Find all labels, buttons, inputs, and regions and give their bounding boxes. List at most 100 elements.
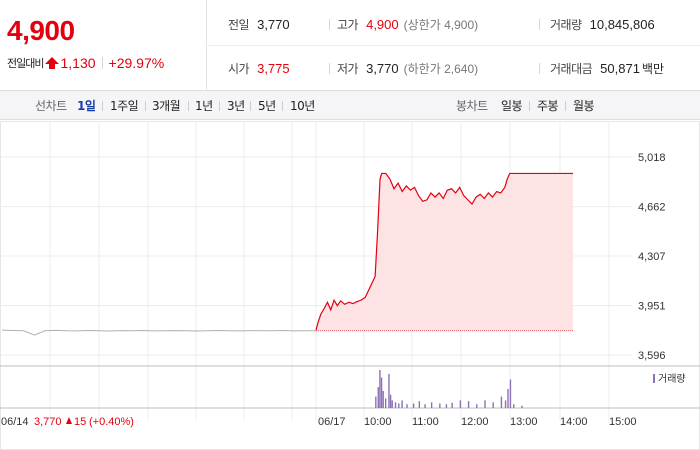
prev-day-up-icon [66, 417, 72, 424]
tab-weekly-candle[interactable]: 주봉 [537, 99, 559, 113]
current-price: 4,900 [7, 15, 75, 46]
stat-value: 3,775 [257, 60, 290, 76]
volume-bar [391, 400, 393, 408]
volume-bar [398, 403, 400, 408]
y-tick-label: 4,662 [638, 202, 666, 214]
divider [102, 101, 103, 111]
volume-bar [500, 396, 503, 408]
stat-value: 50,871 [600, 60, 640, 76]
divider [329, 63, 330, 74]
stat-label: 거래량 [550, 17, 582, 32]
divider [101, 57, 103, 69]
volume-bar [467, 401, 470, 408]
x-tick-label: 11:00 [412, 416, 439, 428]
volume-bar [401, 400, 403, 408]
volume-legend-label: 거래량 [658, 373, 686, 385]
stat-value: 3,770 [366, 60, 399, 76]
candle-chart-label: 봉차트 [456, 99, 488, 113]
y-tick-label: 3,596 [638, 350, 666, 362]
stat-high: 고가 4,900 (상한가 4,900) [337, 15, 478, 33]
volume-bar [509, 379, 512, 408]
change-label: 전일대비 [7, 57, 44, 70]
stat-label: 고가 [337, 17, 359, 32]
stat-value: 4,900 [366, 16, 399, 32]
stat-note: (하한가 2,640) [403, 61, 479, 76]
volume-bar [507, 389, 509, 408]
y-tick-label: 4,307 [638, 251, 666, 263]
volume-bar [504, 400, 507, 408]
tab-3year[interactable]: 3년 [227, 99, 245, 113]
volume-bar [484, 400, 486, 408]
divider [282, 101, 283, 111]
x-tick-label: 15:00 [609, 416, 637, 428]
change-row: 전일대비 1,130 +29.97% [7, 54, 164, 72]
tab-3month[interactable]: 3개월 [152, 99, 181, 113]
chart-period-tabs: 선차트 1일 1주일 3개월 1년 3년 5년 10년 봉차트 일봉 주봉 월봉 [0, 91, 700, 120]
line-chart-label: 선차트 [35, 99, 67, 113]
divider [329, 19, 330, 30]
tab-1week[interactable]: 1주일 [110, 99, 139, 113]
stat-label: 거래대금 [550, 61, 593, 76]
volume-bar [380, 377, 383, 408]
stat-value: 3,770 [257, 16, 290, 32]
stat-label: 전일 [228, 17, 250, 32]
stat-value: 10,845,806 [589, 16, 655, 32]
volume-bar [389, 394, 392, 408]
volume-bar [412, 403, 415, 408]
divider [539, 63, 540, 74]
volume-bar [418, 401, 421, 408]
volume-bar [375, 396, 377, 408]
intraday-line-chart[interactable]: 거래량 5,018 4,662 4,307 3,951 3,596 06/14 3,770 15… [0, 121, 700, 450]
tab-5year[interactable]: 5년 [258, 99, 276, 113]
prev-day-date: 06/14 [1, 416, 29, 428]
stat-volume: 거래량 10,845,806 [550, 15, 655, 33]
stat-prev-close: 전일 3,770 [228, 15, 290, 33]
volume-bar [513, 404, 515, 408]
volume-bar [445, 404, 448, 408]
x-tick-label: 13:00 [510, 416, 538, 428]
divider [539, 19, 540, 30]
volume-bar [430, 402, 433, 408]
volume-bar [439, 403, 441, 408]
today-date: 06/17 [318, 416, 346, 428]
change-amount: 1,130 [60, 55, 96, 71]
prev-day-close: 3,770 [34, 416, 62, 428]
change-rate: +29.97% [108, 55, 165, 71]
volume-bar [521, 405, 523, 408]
today-price-line [315, 172, 573, 331]
tab-1day[interactable]: 1일 [77, 99, 96, 113]
prev-day-line [1, 329, 316, 336]
volume-bar [384, 398, 387, 408]
price-box: 4,900 전일대비 1,130 +29.97% [0, 0, 207, 91]
volume-bar [394, 402, 397, 408]
volume-bar [476, 404, 478, 408]
stat-trade-value: 거래대금 50,871 백만 [550, 59, 664, 77]
volume-bar [388, 373, 390, 408]
tab-10year[interactable]: 10년 [290, 99, 315, 113]
price-chart[interactable]: 거래량 5,018 4,662 4,307 3,951 3,596 06/14 3,770 15… [0, 121, 700, 450]
volume-bar [379, 370, 381, 408]
stat-note: (상한가 4,900) [403, 17, 479, 32]
chart-frame [0, 121, 700, 450]
divider [529, 101, 530, 111]
prev-day-rate: (+0.40%) [89, 416, 134, 428]
stat-unit: 백만 [641, 61, 665, 76]
volume-bar [492, 402, 494, 408]
tab-daily-candle[interactable]: 일봉 [501, 99, 523, 113]
volume-bar [377, 387, 379, 408]
divider [219, 101, 220, 111]
stat-low: 저가 3,770 (하한가 2,640) [337, 59, 478, 77]
stat-label: 시가 [228, 61, 250, 76]
stat-open: 시가 3,775 [228, 59, 290, 77]
divider [188, 101, 189, 111]
x-tick-label: 10:00 [364, 416, 392, 428]
tab-monthly-candle[interactable]: 월봉 [573, 99, 595, 113]
volume-bar [451, 402, 453, 408]
today-area [316, 173, 573, 331]
tab-1year[interactable]: 1년 [195, 99, 213, 113]
stat-label: 저가 [337, 61, 359, 76]
volume-bar [459, 400, 462, 408]
volume-bar [406, 404, 408, 408]
x-tick-label: 12:00 [461, 416, 489, 428]
quote-panel: 4,900 전일대비 1,130 +29.97% 전일 3,770 고가 4,9… [0, 0, 700, 91]
